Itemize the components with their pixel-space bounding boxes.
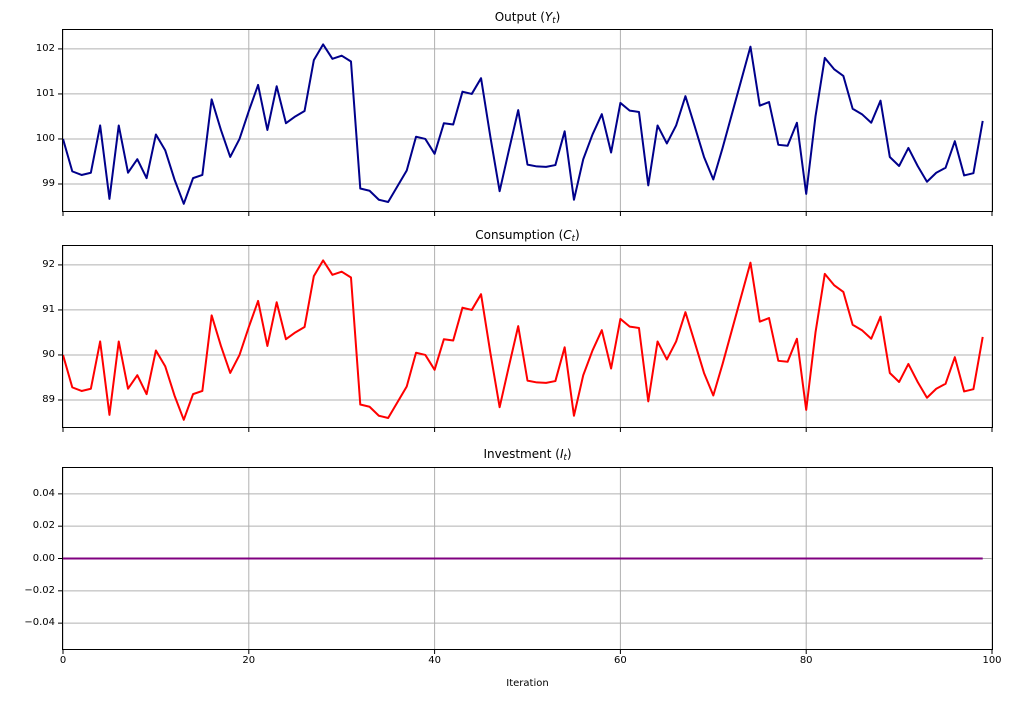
- title-subscript: t: [563, 453, 567, 463]
- consumption-line: [62, 259, 984, 421]
- x-tick-label: 40: [428, 655, 441, 666]
- x-tick-label: 100: [982, 655, 1002, 666]
- title-prefix: Investment (: [483, 447, 560, 461]
- title-prefix: Consumption (: [475, 228, 564, 242]
- panel-svg-1: [58, 245, 993, 432]
- output-panel-title: Output (Yt): [62, 10, 993, 29]
- y-tick-label: −0.02: [24, 584, 55, 596]
- panel-svg-0: [58, 29, 993, 216]
- y-tick-label: 99: [42, 177, 55, 189]
- y-tick-label: 0.00: [32, 552, 55, 564]
- y-tick-label: 102: [35, 42, 55, 54]
- y-tick-label: −0.04: [24, 617, 55, 629]
- x-tick-label: 0: [59, 655, 67, 666]
- title-prefix: Output (: [494, 10, 545, 24]
- y-tick-label: 0.04: [32, 487, 55, 499]
- y-tick-label: 89: [42, 393, 55, 405]
- y-tick-label: 101: [35, 87, 55, 99]
- title-suffix: ): [566, 447, 572, 461]
- x-axis-label: Iteration: [506, 678, 549, 689]
- y-tick-label: 91: [42, 303, 55, 315]
- axes-border: [62, 245, 993, 428]
- title-variable: I: [559, 447, 564, 461]
- y-tick-label: 0.02: [32, 520, 55, 532]
- panel-svg-2: [58, 467, 993, 654]
- y-tick-label: 100: [35, 132, 55, 144]
- title-variable: C: [563, 228, 572, 242]
- x-tick-label: 80: [799, 655, 813, 666]
- axes-border: [62, 29, 993, 212]
- investment-panel-title: Investment (It): [62, 447, 993, 466]
- x-tick-label: 60: [614, 655, 627, 666]
- axes-border: [62, 467, 993, 650]
- y-tick-label: 92: [42, 258, 55, 270]
- title-suffix: ): [575, 228, 580, 242]
- x-tick-label: 20: [242, 655, 256, 666]
- title-subscript: t: [552, 16, 556, 26]
- output-line: [62, 43, 984, 205]
- title-subscript: t: [571, 234, 576, 244]
- y-tick-label: 90: [42, 348, 55, 360]
- title-variable: Y: [544, 10, 553, 24]
- title-suffix: ): [555, 10, 561, 24]
- consumption-panel-title: Consumption (Ct): [62, 228, 993, 247]
